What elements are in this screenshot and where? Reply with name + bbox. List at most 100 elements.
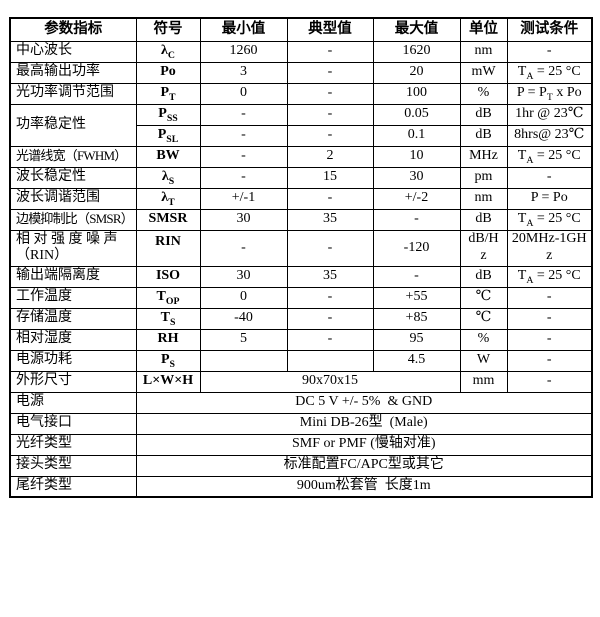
typ-cell: 35 [286,265,374,288]
param-label: 边模抑制比（SMSR） [9,208,137,231]
table-row: 存储温度 TS -40 - +85 ℃ - [9,307,593,330]
symbol-cell: λC [135,40,201,63]
sym-base: T [156,289,166,305]
cond-cell: - [506,286,593,309]
unit-cell: ℃ [459,307,508,330]
unit-cell: pm [459,166,508,189]
unit-cell: MHz [459,145,508,168]
cond-post: = 25 °C [533,64,581,80]
cond-sub: A [526,218,534,230]
table-row: 输出端隔离度 ISO 30 35 - dB TA = 25 °C [9,265,593,288]
max-cell: 4.5 [372,349,461,372]
cond-cell: - [506,307,593,330]
max-cell: 95 [372,328,461,351]
sym-sub: S [169,317,176,329]
param-label: 接头类型 [9,454,137,477]
min-cell: 30 [199,265,288,288]
typ-cell: - [286,40,374,63]
unit-cell: nm [459,40,508,63]
cond-cell: - [506,370,593,393]
typ-cell: - [286,82,374,105]
table-row: 波长调谐范围 λT +/-1 - +/-2 nm P = Po [9,187,593,210]
cond-base: - [546,331,552,347]
sym-base: L×W×H [142,373,194,389]
col-header-min: 最小值 [199,17,288,42]
symbol-cell: L×W×H [135,370,201,393]
typ-cell: 15 [286,166,374,189]
col-header-unit: 单位 [459,17,508,42]
param-label: 电源功耗 [9,349,137,372]
param-label: 存储温度 [9,307,137,330]
table-row: PSL - - 0.1 dB 8hrs@ 23℃ [10,124,593,147]
sym-sub: T [169,92,176,104]
cond-base: 1hr @ 23℃ [515,106,584,122]
symbol-cell: λT [135,187,201,210]
symbol-cell: ISO [135,265,201,288]
min-cell: 5 [199,328,288,351]
sym-base: λ [161,43,168,59]
typ-cell: - [286,328,374,351]
typ-cell: - [286,187,374,210]
param-label: 电源 [9,391,137,414]
cond-base: - [546,352,552,368]
cond-post: x Po [552,85,582,101]
cond-cell: - [506,349,593,372]
cond-cell: - [506,166,593,189]
symbol-cell: BW [135,145,201,168]
sym-base: RIN [155,233,181,249]
unit-cell: % [459,328,508,351]
symbol-cell: PS [135,349,201,372]
typ-cell: - [286,124,374,147]
header-row: 参数指标 符号 最小值 典型值 最大值 单位 测试条件 [9,17,593,42]
sym-base: Po [160,64,176,80]
cond-sub: A [526,155,534,167]
symbol-cell: TS [135,307,201,330]
symbol-cell: λS [135,166,201,189]
max-cell: 100 [372,82,461,105]
table-row: 波长稳定性 λS - 15 30 pm - [9,166,593,189]
table-row: 边模抑制比（SMSR） SMSR 30 35 - dB TA = 25 °C [9,208,593,231]
param-label: 相对湿度 [9,328,137,351]
cond-cell: 1hr @ 23℃ [506,103,593,126]
sym-base: P [160,352,170,368]
typ-cell: - [286,229,374,267]
max-cell: - [372,265,461,288]
sym-base: P [157,127,167,143]
param-label: 尾纤类型 [9,475,137,498]
sym-sub: C [167,50,175,62]
min-cell: -40 [199,307,288,330]
cond-cell: P = Po [506,187,593,210]
cond-base: - [546,373,552,389]
value-cell: DC 5 V +/- 5% & GND [135,391,593,414]
sym-base: λ [161,169,169,185]
max-cell: 0.1 [372,124,461,147]
min-cell: - [199,103,288,126]
min-cell: - [199,229,288,267]
sym-base: RH [157,331,179,347]
col-header-cond: 测试条件 [506,17,593,42]
param-label: 工作温度 [9,286,137,309]
col-header-param: 参数指标 [9,17,137,42]
typ-cell: - [286,286,374,309]
table-row: 尾纤类型 900um松套管 长度1m [9,475,593,498]
max-cell: +55 [372,286,461,309]
table-row: 工作温度 TOP 0 - +55 ℃ - [9,286,593,309]
max-cell: +/-2 [372,187,461,210]
cond-base: - [546,43,552,59]
sym-sub: OP [165,296,180,308]
typ-cell: - [286,103,374,126]
cond-post: = 25 °C [533,148,581,164]
min-cell: 0 [199,286,288,309]
cond-cell: TA = 25 °C [506,145,593,168]
symbol-cell: PSL [135,124,201,147]
param-label: 外形尺寸 [9,370,137,393]
symbol-cell: PSS [135,103,201,126]
min-cell: +/-1 [199,187,288,210]
unit-cell: dB [459,124,508,147]
cond-base: - [546,169,552,185]
min-cell: - [199,124,288,147]
table-row: 电源 DC 5 V +/- 5% & GND [9,391,593,414]
cond-base: T [517,64,527,80]
param-label: 中心波长 [9,40,137,63]
cond-cell: - [506,40,593,63]
